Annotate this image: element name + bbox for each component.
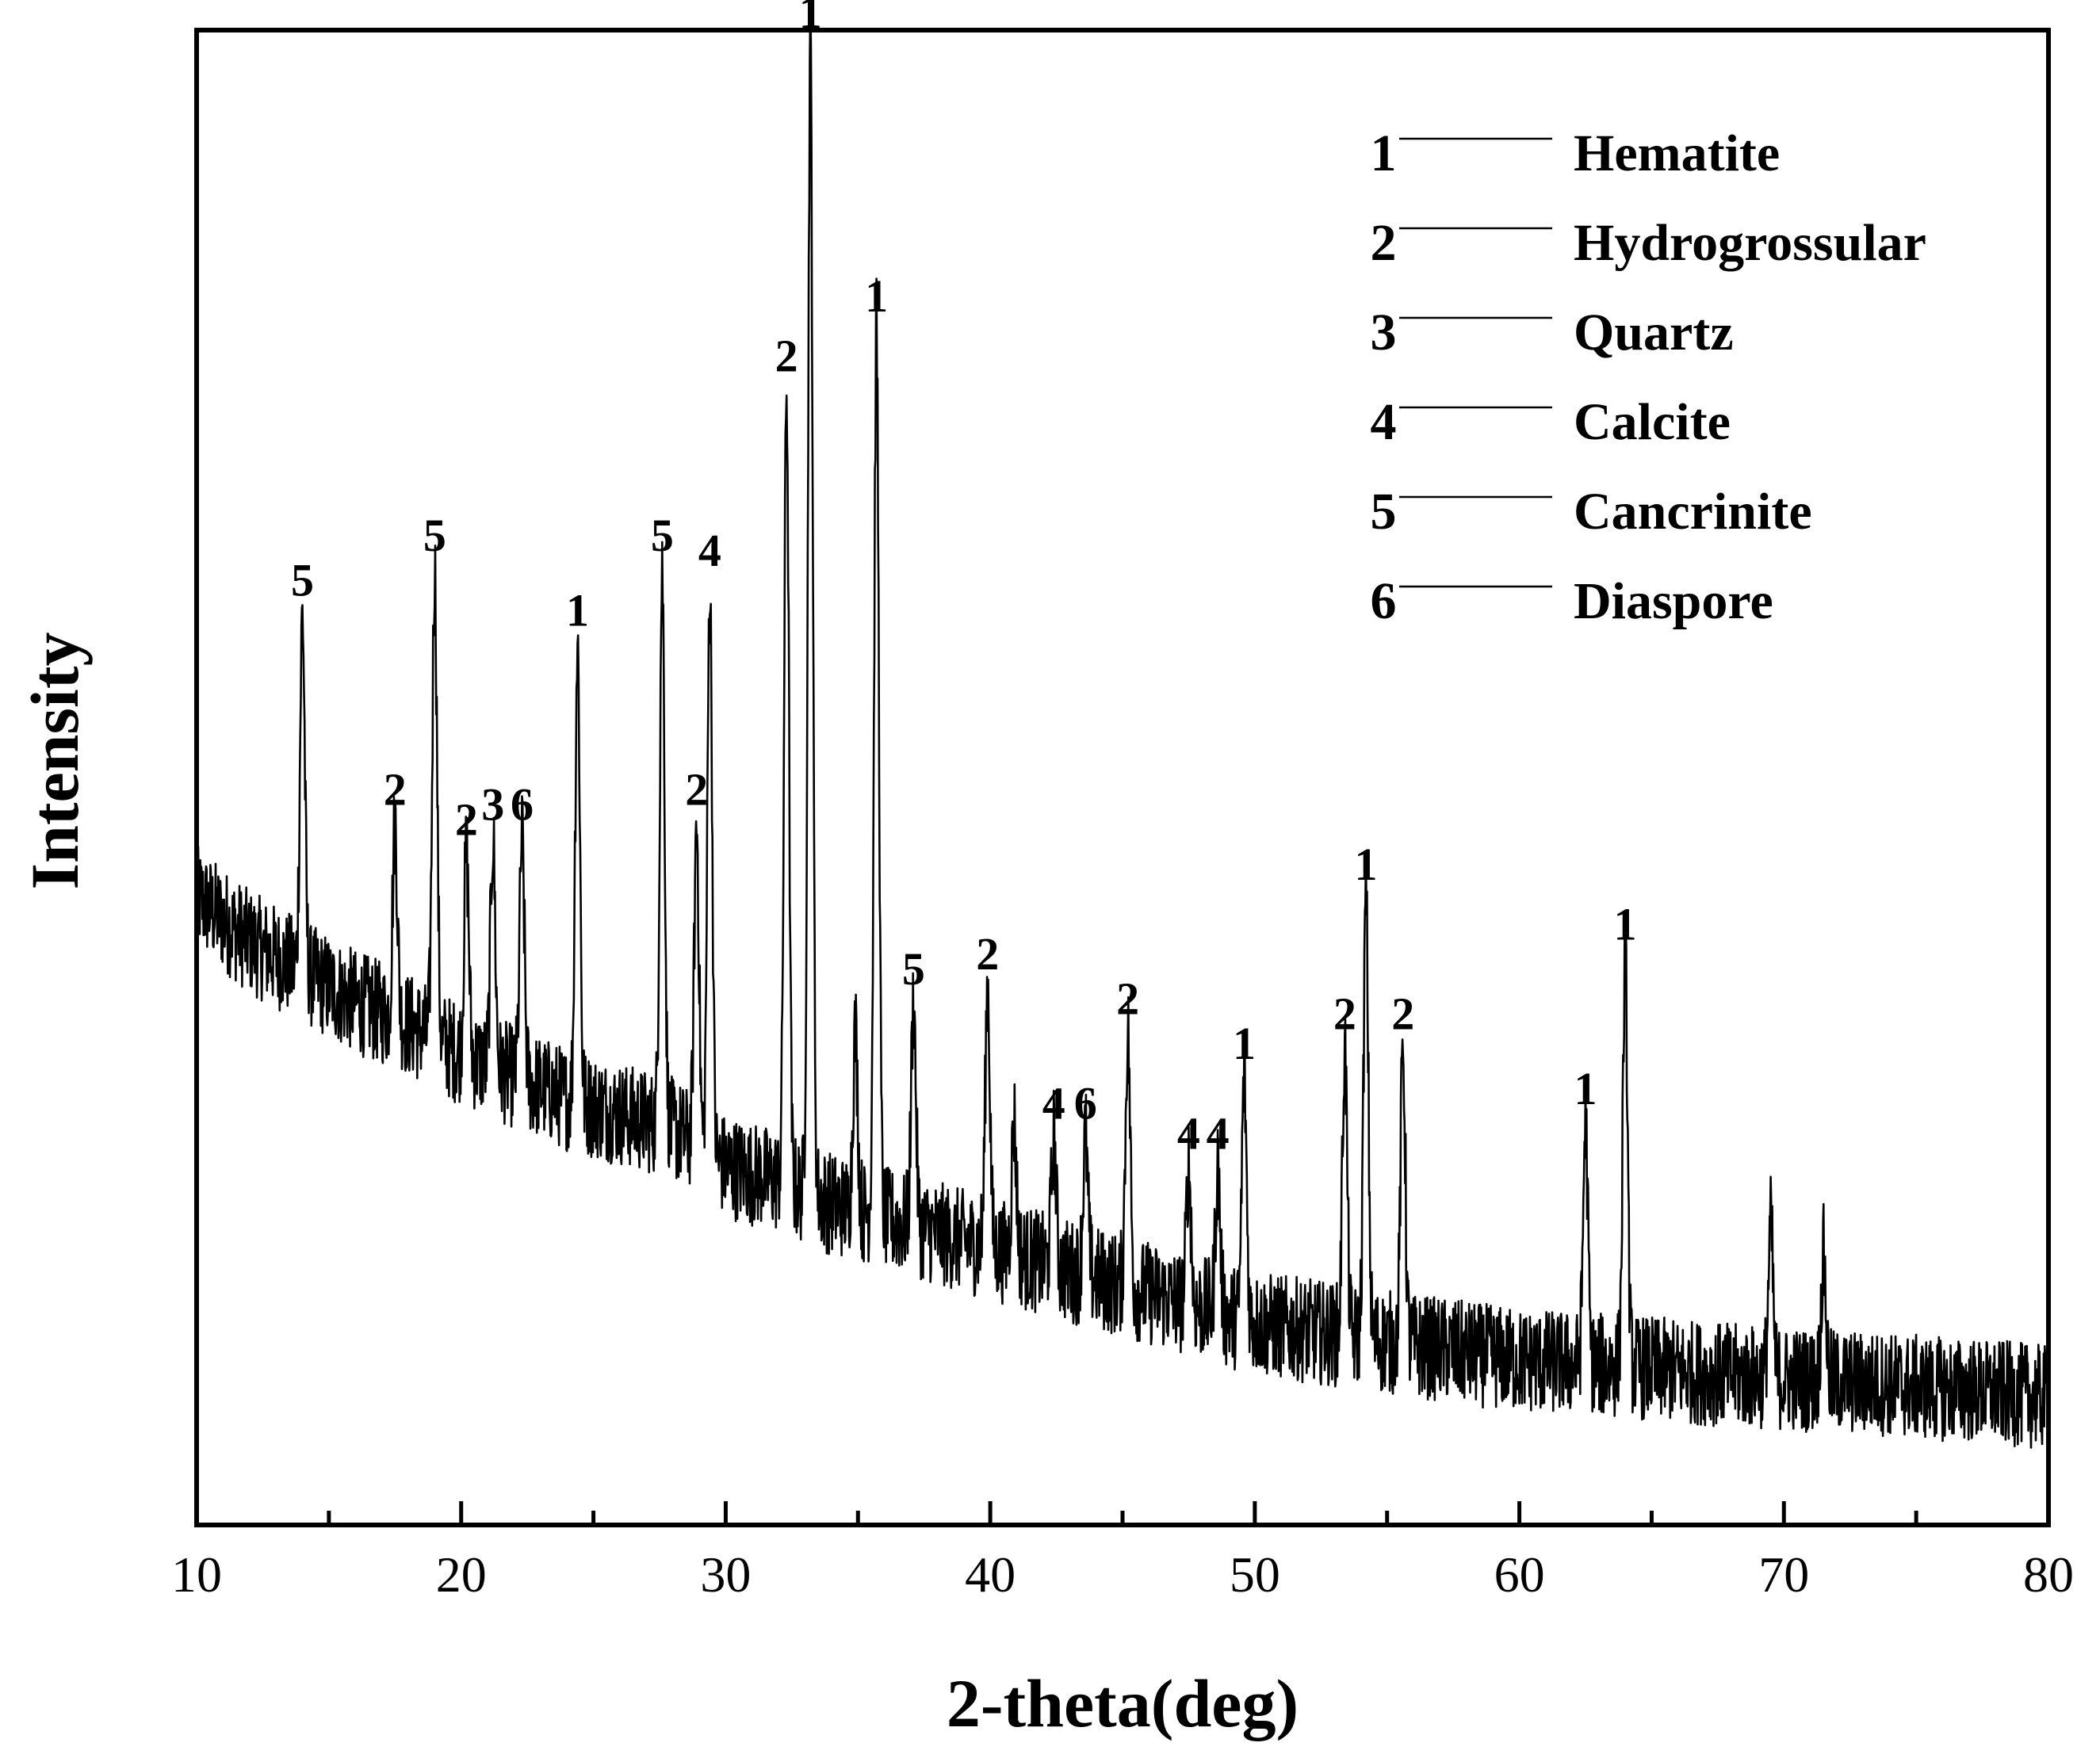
x-tick-label: 60	[1494, 1546, 1545, 1603]
peak-label: 6	[1074, 1078, 1097, 1129]
legend-label: Calcite	[1574, 393, 1731, 451]
legend-label: Hematite	[1574, 124, 1780, 182]
peak-label: 2	[976, 928, 999, 980]
legend-symbol: 3	[1371, 304, 1397, 361]
legend-symbol: 2	[1371, 214, 1397, 272]
y-axis-title: Intensity	[17, 632, 93, 890]
legend-symbol: 4	[1371, 393, 1397, 451]
x-tick-label: 50	[1230, 1546, 1280, 1603]
peak-label: 5	[651, 510, 674, 561]
peak-label: 1	[1233, 1018, 1256, 1069]
legend-label: Cancrinite	[1574, 483, 1812, 541]
peak-label: 5	[902, 943, 925, 995]
x-axis-ticks: 10 20 30 40 50 60 70 80	[171, 1501, 2074, 1603]
peak-label: 2	[1333, 988, 1356, 1039]
legend-symbol: 6	[1371, 572, 1397, 630]
peak-label: 1	[865, 270, 888, 322]
peak-label: 6	[511, 778, 534, 830]
peak-label: 2	[384, 764, 407, 816]
x-tick-label: 30	[700, 1546, 751, 1603]
peak-label: 5	[291, 555, 314, 606]
diffraction-pattern-line	[195, 0, 2050, 1449]
x-tick-label: 40	[965, 1546, 1016, 1603]
x-axis-title: 2-theta(deg)	[947, 1665, 1299, 1741]
peak-label: 1	[566, 584, 589, 636]
peak-label: 1	[1355, 839, 1378, 890]
legend-label: Hydrogrossular	[1574, 214, 1926, 272]
peak-label: 1	[1614, 898, 1637, 950]
x-tick-label: 80	[2023, 1546, 2074, 1603]
peak-label: 4	[698, 525, 721, 576]
peak-label: 4	[1042, 1078, 1065, 1129]
legend-symbol: 1	[1371, 124, 1397, 182]
x-tick-label: 70	[1758, 1546, 1809, 1603]
legend-symbol: 5	[1371, 483, 1397, 541]
x-tick-label: 20	[436, 1546, 487, 1603]
peak-label: 1	[799, 0, 822, 38]
x-tick-label: 10	[171, 1546, 222, 1603]
peak-label: 2	[685, 764, 708, 816]
peak-label: 4	[1207, 1107, 1230, 1159]
peak-label: 2	[1116, 973, 1139, 1025]
peak-label: 4	[1177, 1107, 1200, 1159]
peak-label: 3	[481, 778, 504, 830]
legend: 1 Hematite 2 Hydrogrossular 3 Quartz 4 Calcite 5…	[1371, 124, 1926, 630]
peak-label: 2	[1391, 988, 1414, 1039]
legend-label: Diaspore	[1574, 572, 1773, 630]
diffraction-pattern-layer	[195, 0, 2050, 1449]
peak-label: 2	[455, 793, 478, 845]
peak-label: 1	[1574, 1063, 1597, 1114]
legend-label: Quartz	[1574, 304, 1734, 361]
peak-label: 5	[423, 510, 446, 561]
peak-label: 2	[775, 331, 798, 382]
